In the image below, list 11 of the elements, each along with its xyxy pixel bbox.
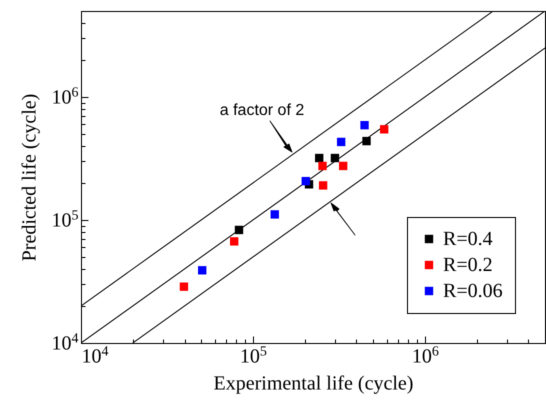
x-tick-label: 10$^{5}$ <box>240 344 267 368</box>
legend-label: R=0.06 <box>443 280 503 302</box>
y-axis-title: Predicted life (cycle) <box>18 94 40 262</box>
x-tick-label: 10$^{6}$ <box>412 344 439 368</box>
y-tick-label: 10$^{6}$ <box>52 84 78 108</box>
legend-label: R=0.2 <box>443 254 493 276</box>
x-axis-title: Experimental life (cycle) <box>214 372 414 394</box>
y-tick-label: 10$^{5}$ <box>52 208 78 232</box>
annotation: a factor of 2 <box>220 102 304 119</box>
x-tick-label: 10$^{4}$ <box>82 344 108 368</box>
legend-label: R=0.4 <box>443 228 493 250</box>
